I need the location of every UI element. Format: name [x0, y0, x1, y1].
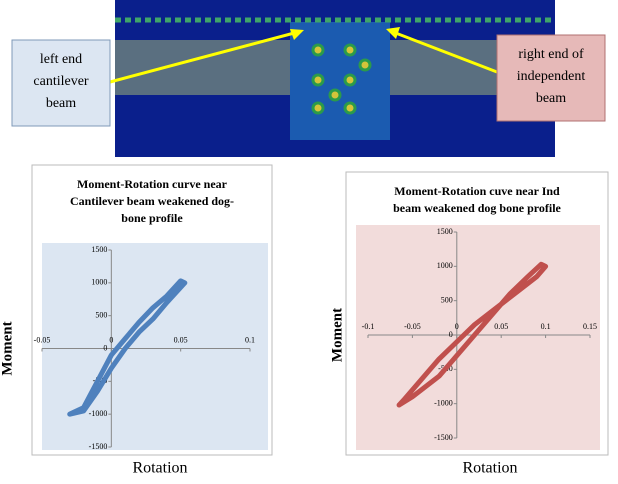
chart-title: Cantilever beam weakened dog-	[70, 194, 234, 208]
joint-region	[290, 22, 390, 140]
y-axis-label: Moment	[329, 308, 345, 362]
y-tick-label: 1000	[91, 278, 107, 287]
x-tick-label: 0.1	[541, 322, 551, 331]
plot-area	[42, 243, 268, 450]
chart-title: Moment-Rotation curve near	[77, 177, 228, 191]
y-tick-label: -1000	[89, 409, 108, 418]
chart-title: beam weakened dog bone profile	[393, 201, 561, 215]
x-axis-label: Rotation	[462, 460, 517, 477]
x-tick-label: -0.05	[404, 322, 421, 331]
x-tick-label: -0.1	[362, 322, 375, 331]
y-tick-label: -1500	[434, 433, 453, 442]
y-tick-label: 0	[449, 330, 453, 339]
chart-title: Moment-Rotation cuve near Ind	[394, 184, 560, 198]
x-tick-label: 0.05	[494, 322, 508, 331]
y-tick-label: 1500	[91, 245, 107, 254]
callout-text: cantilever	[33, 74, 89, 89]
y-tick-label: -1000	[434, 398, 453, 407]
y-axis-label: Moment	[0, 321, 15, 375]
callout-text: left end	[40, 52, 82, 67]
figure: left end cantilever beam right end of in…	[0, 0, 618, 479]
callout-text: beam	[536, 91, 566, 106]
x-tick-label: 0.05	[174, 335, 188, 344]
plot-area	[356, 225, 600, 450]
callout-text: beam	[46, 96, 76, 111]
x-tick-label: 0	[455, 322, 459, 331]
x-axis-label: Rotation	[132, 460, 187, 477]
y-tick-label: -1500	[89, 442, 108, 451]
y-tick-label: 1500	[437, 227, 453, 236]
x-tick-label: 0.15	[583, 322, 597, 331]
y-tick-label: 500	[95, 310, 107, 319]
callout-text: independent	[517, 69, 586, 84]
y-tick-label: 1000	[437, 261, 453, 270]
y-tick-label: 0	[103, 343, 107, 352]
x-tick-label: 0	[109, 335, 113, 344]
x-tick-label: -0.05	[34, 335, 51, 344]
x-tick-label: 0.1	[245, 335, 255, 344]
y-tick-label: 500	[441, 295, 453, 304]
chart-title: bone profile	[121, 211, 183, 225]
callout-text: right end of	[518, 47, 584, 62]
